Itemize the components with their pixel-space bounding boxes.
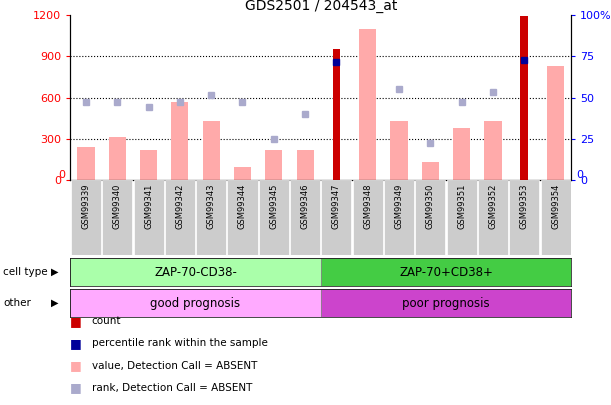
- Text: GSM99352: GSM99352: [489, 184, 497, 229]
- Bar: [485, 121, 502, 180]
- Bar: [447, 180, 477, 255]
- Bar: [165, 180, 195, 255]
- Text: GSM99346: GSM99346: [301, 184, 310, 229]
- Text: 0: 0: [576, 170, 584, 180]
- Text: GSM99340: GSM99340: [113, 184, 122, 229]
- Bar: [171, 102, 188, 180]
- Bar: [359, 29, 376, 180]
- Title: GDS2501 / 204543_at: GDS2501 / 204543_at: [244, 0, 397, 13]
- Bar: [453, 128, 470, 180]
- Bar: [70, 258, 321, 286]
- Text: GSM99350: GSM99350: [426, 184, 435, 229]
- Text: rank, Detection Call = ABSENT: rank, Detection Call = ABSENT: [92, 383, 252, 393]
- Text: ZAP-70-CD38-: ZAP-70-CD38-: [154, 266, 237, 279]
- Text: ■: ■: [70, 315, 82, 328]
- Text: ▶: ▶: [51, 267, 58, 277]
- Bar: [109, 137, 126, 180]
- Bar: [521, 16, 529, 180]
- Bar: [422, 162, 439, 180]
- Bar: [415, 180, 445, 255]
- Text: count: count: [92, 316, 121, 326]
- Text: GSM99351: GSM99351: [457, 184, 466, 229]
- Bar: [321, 180, 351, 255]
- Bar: [203, 121, 220, 180]
- Text: ■: ■: [70, 337, 82, 350]
- Text: GSM99339: GSM99339: [81, 184, 90, 229]
- Bar: [227, 180, 257, 255]
- Bar: [321, 258, 571, 286]
- Bar: [290, 180, 320, 255]
- Bar: [296, 150, 313, 180]
- Text: GSM99349: GSM99349: [395, 184, 403, 229]
- Bar: [259, 180, 289, 255]
- Text: GSM99347: GSM99347: [332, 184, 341, 229]
- Bar: [140, 150, 157, 180]
- Bar: [196, 180, 226, 255]
- Text: percentile rank within the sample: percentile rank within the sample: [92, 338, 268, 348]
- Bar: [510, 180, 540, 255]
- Bar: [71, 180, 101, 255]
- Bar: [134, 180, 164, 255]
- Bar: [541, 180, 571, 255]
- Text: GSM99348: GSM99348: [364, 184, 372, 229]
- Bar: [353, 180, 382, 255]
- Text: good prognosis: good prognosis: [150, 296, 241, 309]
- Text: 0: 0: [58, 170, 65, 180]
- Text: GSM99345: GSM99345: [269, 184, 278, 229]
- Bar: [234, 167, 251, 180]
- Bar: [390, 121, 408, 180]
- Text: GSM99342: GSM99342: [175, 184, 185, 229]
- Text: ▶: ▶: [51, 298, 58, 308]
- Text: ■: ■: [70, 382, 82, 394]
- Text: other: other: [3, 298, 31, 308]
- Text: value, Detection Call = ABSENT: value, Detection Call = ABSENT: [92, 360, 257, 371]
- Text: GSM99341: GSM99341: [144, 184, 153, 229]
- Bar: [321, 289, 571, 317]
- Bar: [384, 180, 414, 255]
- Bar: [547, 66, 564, 180]
- Text: ■: ■: [70, 359, 82, 372]
- Text: GSM99353: GSM99353: [520, 184, 529, 229]
- Bar: [332, 49, 340, 180]
- Text: GSM99344: GSM99344: [238, 184, 247, 229]
- Text: GSM99354: GSM99354: [551, 184, 560, 229]
- Bar: [70, 289, 321, 317]
- Text: poor prognosis: poor prognosis: [402, 296, 490, 309]
- Text: GSM99343: GSM99343: [207, 184, 216, 229]
- Bar: [78, 147, 95, 180]
- Bar: [265, 150, 282, 180]
- Text: cell type: cell type: [3, 267, 48, 277]
- Bar: [478, 180, 508, 255]
- Text: ZAP-70+CD38+: ZAP-70+CD38+: [399, 266, 493, 279]
- Bar: [102, 180, 132, 255]
